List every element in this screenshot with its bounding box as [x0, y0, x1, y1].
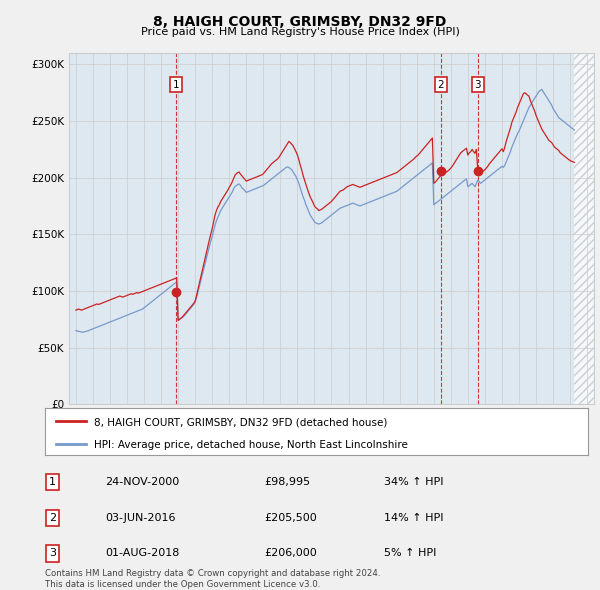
Text: 5% ↑ HPI: 5% ↑ HPI — [384, 549, 436, 558]
Text: £205,500: £205,500 — [264, 513, 317, 523]
Text: £206,000: £206,000 — [264, 549, 317, 558]
Text: 3: 3 — [475, 80, 481, 90]
Text: 03-JUN-2016: 03-JUN-2016 — [105, 513, 176, 523]
Text: Price paid vs. HM Land Registry's House Price Index (HPI): Price paid vs. HM Land Registry's House … — [140, 27, 460, 37]
Text: 24-NOV-2000: 24-NOV-2000 — [105, 477, 179, 487]
Text: 2: 2 — [49, 513, 56, 523]
Text: HPI: Average price, detached house, North East Lincolnshire: HPI: Average price, detached house, Nort… — [94, 440, 408, 450]
Text: 8, HAIGH COURT, GRIMSBY, DN32 9FD: 8, HAIGH COURT, GRIMSBY, DN32 9FD — [154, 15, 446, 29]
Text: 1: 1 — [173, 80, 179, 90]
Text: Contains HM Land Registry data © Crown copyright and database right 2024.
This d: Contains HM Land Registry data © Crown c… — [45, 569, 380, 589]
Text: 3: 3 — [49, 549, 56, 558]
Text: 01-AUG-2018: 01-AUG-2018 — [105, 549, 179, 558]
Text: 2: 2 — [437, 80, 444, 90]
Text: £98,995: £98,995 — [264, 477, 310, 487]
Text: 1: 1 — [49, 477, 56, 487]
Text: 8, HAIGH COURT, GRIMSBY, DN32 9FD (detached house): 8, HAIGH COURT, GRIMSBY, DN32 9FD (detac… — [94, 418, 387, 427]
Text: 34% ↑ HPI: 34% ↑ HPI — [384, 477, 443, 487]
Text: 14% ↑ HPI: 14% ↑ HPI — [384, 513, 443, 523]
